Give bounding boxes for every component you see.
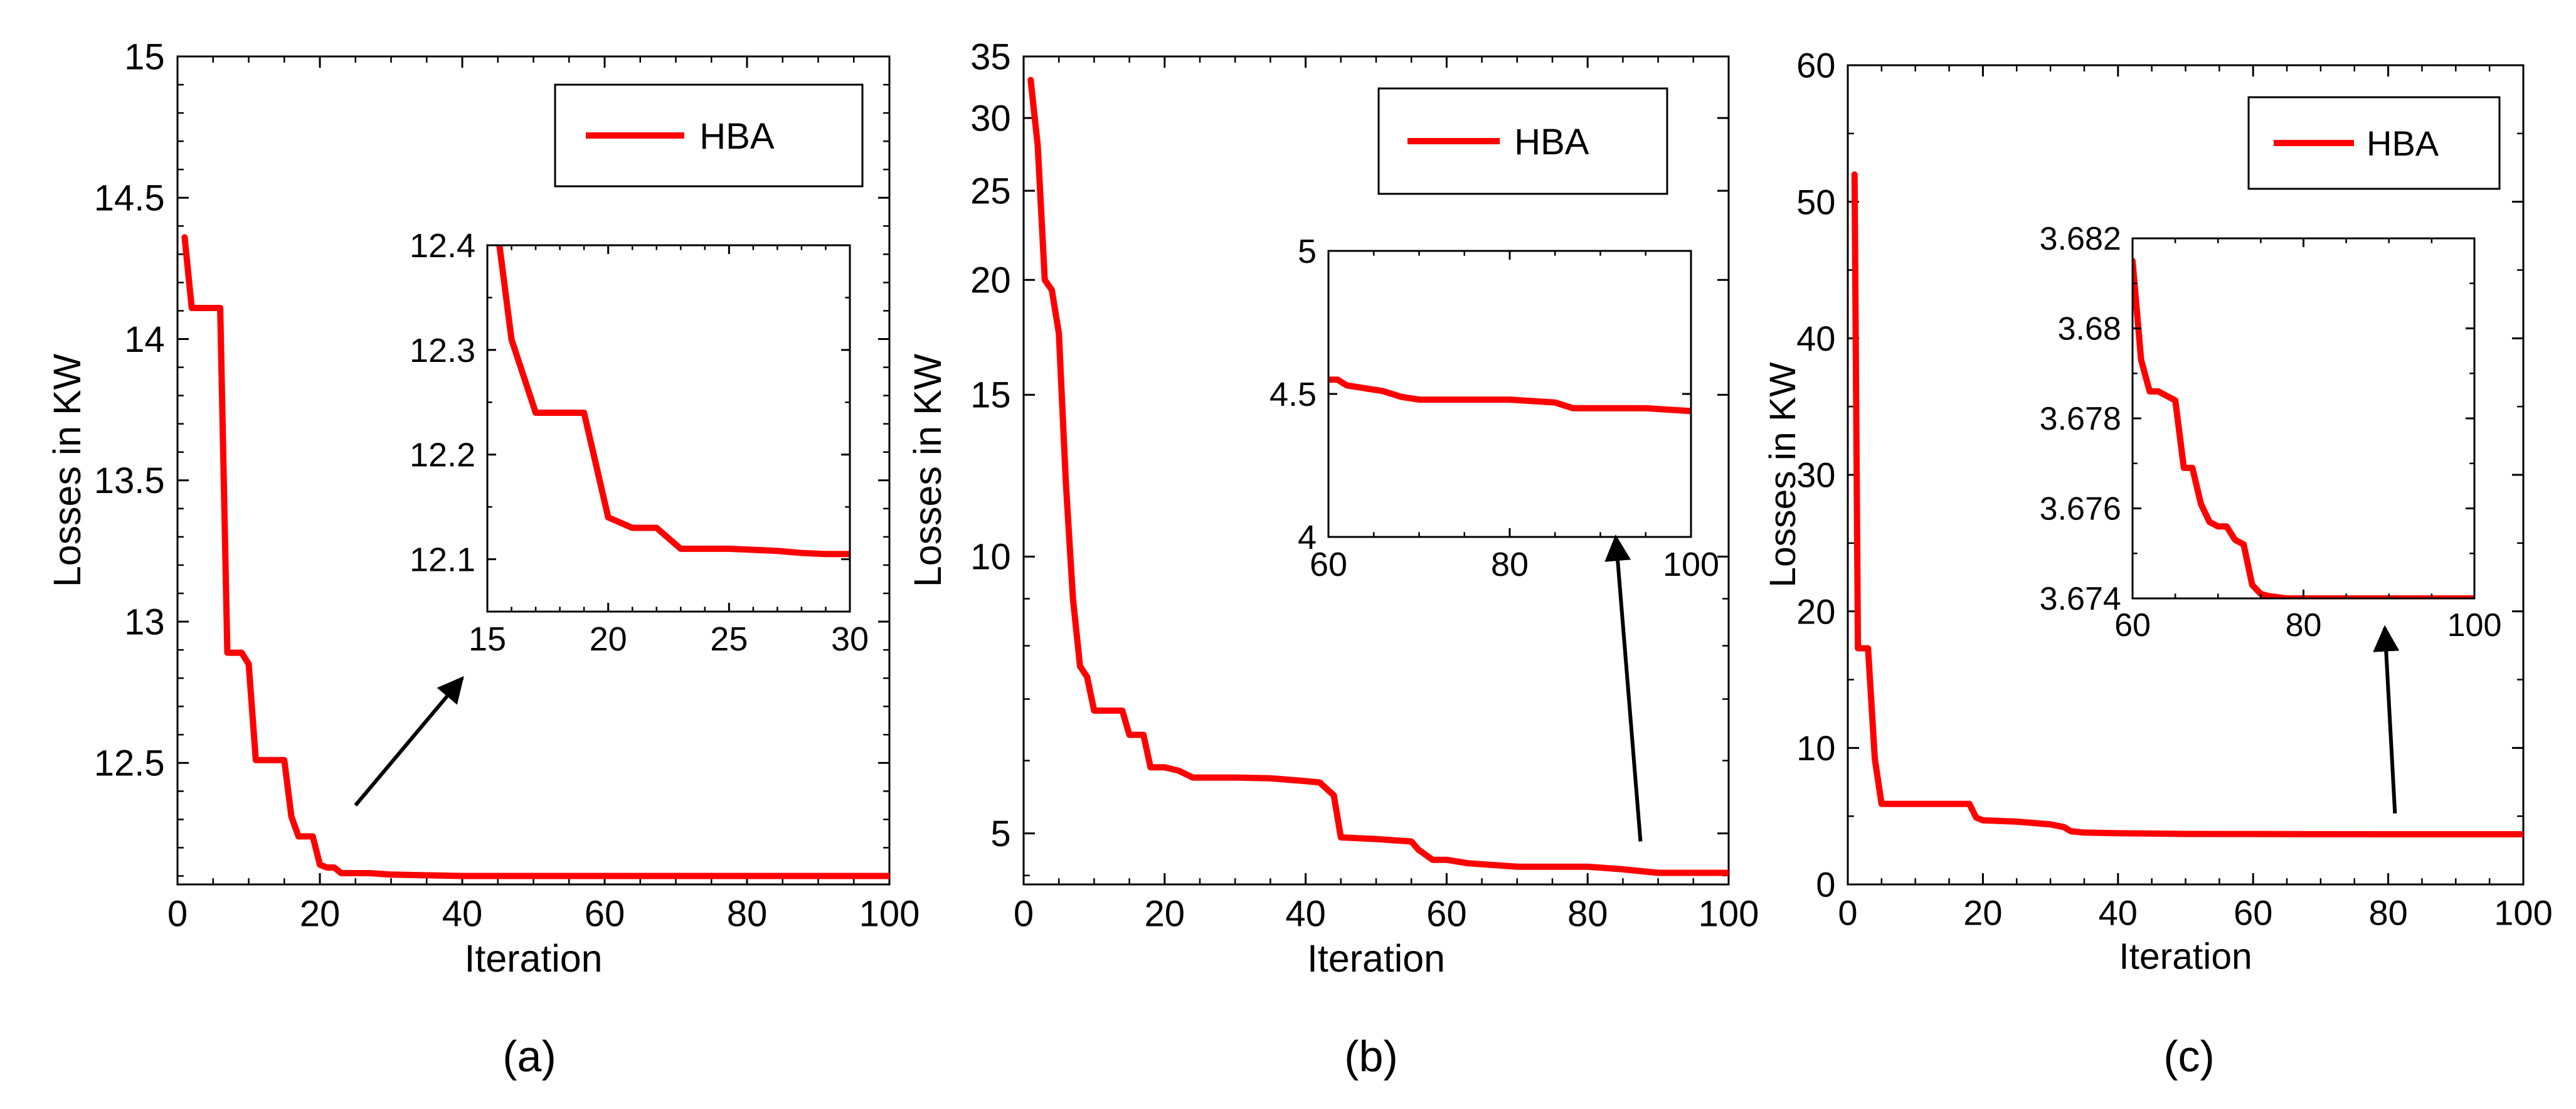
panel-a-chart: 0 20 40 60 80 100 12.5 13 13.5 14 14.5 15 Iteration L…	[46, 36, 920, 1081]
panel-c-ytick-label: 50	[1796, 182, 1835, 221]
panel-a-legend-label: HBA	[699, 116, 775, 157]
panel-b-inset-ytick-label: 4.5	[1269, 376, 1317, 413]
panel-a-inset-ytick-label: 12.1	[410, 541, 475, 578]
panel-c-xtick-label: 0	[1838, 893, 1857, 932]
panel-b-legend: HBA	[1377, 87, 1668, 195]
panel-b-ytick-label: 35	[970, 36, 1011, 77]
panel-a-xtick-label: 100	[859, 894, 920, 935]
panel-a-ytick-label: 15	[124, 36, 165, 77]
panel-a-xtick-label: 40	[442, 894, 483, 935]
panel-c-inset-bg	[2133, 238, 2474, 598]
panel-b-zoom-arrow	[1604, 534, 1643, 842]
panel-b-inset-xtick-label: 100	[1663, 546, 1719, 583]
panel-c-ytick-label: 10	[1796, 728, 1835, 768]
panel-a-inset-xtick-label: 30	[831, 620, 869, 658]
panel-b-ytick-label: 25	[970, 171, 1011, 211]
panel-a-ytick-label: 14	[124, 319, 165, 360]
panel-a-xtick-label: 60	[585, 894, 625, 935]
panel-b-ytick-label: 20	[970, 260, 1011, 301]
panel-a-zoom-arrow	[354, 676, 464, 807]
panel-a-legend: HBA	[554, 83, 864, 188]
panel-c-inset-ytick-label: 3.676	[2040, 491, 2121, 528]
panel-a-ytick-label: 13	[124, 602, 165, 642]
panel-a-inset-ytick-label: 12.4	[410, 227, 475, 265]
panel-c-ytick-label: 0	[1816, 865, 1835, 905]
panel-a-xlabel: Iteration	[464, 937, 602, 980]
panel-c-chart: 0 20 40 60 80 100 0 10 20 30 40 50 60 Iteration Losses…	[1762, 46, 2553, 1081]
panel-c-zoom-arrow	[2373, 625, 2400, 814]
panel-b-inset: 60 80 100 4 4.5 5	[1269, 233, 1719, 583]
panel-c-xtick-label: 80	[2368, 893, 2407, 932]
panel-c-ytick-label: 40	[1796, 319, 1835, 358]
panel-b-series-hba	[1027, 77, 1729, 876]
panel-c-ytick-label: 30	[1796, 455, 1835, 495]
panel-a-ylabel: Losses in KW	[46, 353, 88, 587]
panel-c-ylabel: Losses in KW	[1762, 362, 1803, 588]
panel-a-ytick-label: 14.5	[94, 178, 165, 219]
panel-a-inset-series-hba	[496, 245, 850, 558]
panel-a-xtick-label: 80	[727, 894, 768, 935]
panel-c-caption: (c)	[2163, 1032, 2215, 1081]
panel-b-chart: 0 20 40 60 80 100 5 10 15 20 25 30 35 Iteration Losses…	[906, 36, 1759, 1081]
panel-b-xtick-label: 80	[1567, 894, 1608, 935]
panel-a-caption: (a)	[502, 1032, 556, 1081]
panel-c-legend: HBA	[2247, 96, 2501, 190]
panel-c-xtick-label: 60	[2234, 893, 2272, 932]
panel-a-inset-ytick-label: 12.2	[410, 437, 475, 474]
panel-c-series-hba	[1851, 171, 2523, 838]
panel-b-ytick-label: 10	[970, 537, 1011, 578]
panel-b-ytick-label: 5	[990, 814, 1010, 854]
panel-b-xtick-label: 60	[1426, 894, 1467, 935]
panel-b-xtick-label: 100	[1699, 894, 1759, 935]
panel-a-legend-box	[554, 83, 864, 188]
panel-c-inset: 60 80 100 3.674 3.676 3.678 3.68 3.682	[2040, 221, 2502, 644]
panel-c-xtick-label: 20	[1963, 893, 2002, 932]
panel-a-inset-xtick-label: 15	[469, 620, 506, 658]
panel-a-inset: 15 20 25 30 12.1 12.2 12.3 12.4	[410, 227, 869, 658]
panel-b-inset-xtick-label: 60	[1310, 546, 1347, 583]
panel-c-inset-xtick-label: 60	[2114, 607, 2151, 644]
panel-b-inset-ytick-label: 4	[1298, 519, 1317, 556]
panel-a-inset-xtick-label: 20	[590, 620, 627, 658]
panel-b-ytick-label: 15	[970, 375, 1011, 416]
panel-b-xtick-label: 0	[1014, 894, 1034, 935]
panel-c-inset-xtick-label: 80	[2286, 607, 2322, 644]
panel-a-inset-ytick-label: 12.3	[410, 332, 475, 369]
panel-c-xtick-label: 40	[2099, 893, 2138, 932]
panel-c-ytick-label: 60	[1796, 46, 1835, 85]
panel-a-inset-xtick-label: 25	[710, 620, 748, 658]
panel-b-ytick-label: 30	[970, 98, 1011, 139]
panel-c-xtick-label: 100	[2494, 893, 2552, 932]
panel-b-xtick-label: 20	[1145, 894, 1185, 935]
panel-b-ylabel: Losses in KW	[906, 353, 949, 587]
panel-b-inset-xtick-label: 80	[1491, 546, 1529, 583]
panel-b-xlabel: Iteration	[1307, 937, 1445, 980]
panel-a-series-hba	[181, 234, 889, 879]
panel-c-inset-ytick-label: 3.68	[2058, 311, 2121, 348]
panel-c-inset-ytick-label: 3.682	[2040, 221, 2121, 257]
panel-b-legend-label: HBA	[1514, 122, 1589, 162]
panel-b-inset-ytick-label: 5	[1298, 233, 1317, 270]
panel-c-legend-label: HBA	[2367, 124, 2439, 163]
panel-b-xtick-label: 40	[1285, 894, 1326, 935]
panel-a-xtick-label: 20	[300, 894, 341, 935]
panel-c-inset-ytick-label: 3.674	[2040, 581, 2121, 617]
panel-a-inset-bg	[487, 245, 850, 612]
panel-a-ytick-label: 12.5	[94, 743, 165, 784]
panel-a-ytick-label: 13.5	[94, 460, 165, 501]
panel-c-ytick-label: 20	[1796, 592, 1835, 631]
panel-c-inset-xtick-label: 100	[2447, 607, 2502, 644]
panel-a-xtick-label: 0	[167, 894, 188, 935]
panel-c-xlabel: Iteration	[2119, 936, 2252, 977]
panel-a-inset-frame	[486, 244, 851, 613]
panel-c-inset-ytick-label: 3.678	[2040, 401, 2121, 437]
panel-b-caption: (b)	[1344, 1032, 1398, 1081]
panel-b-inset-series-hba	[1328, 376, 1691, 415]
